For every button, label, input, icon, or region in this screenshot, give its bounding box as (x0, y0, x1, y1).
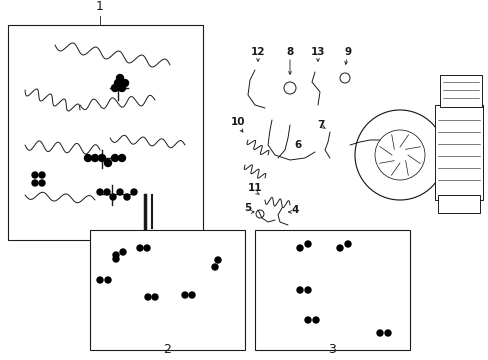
Circle shape (296, 287, 303, 293)
Circle shape (384, 330, 390, 336)
Circle shape (189, 292, 195, 298)
Text: 12: 12 (250, 47, 264, 57)
Circle shape (104, 189, 110, 195)
Text: 13: 13 (310, 47, 325, 57)
Circle shape (116, 75, 123, 81)
Circle shape (121, 80, 128, 86)
Circle shape (305, 287, 310, 293)
Circle shape (212, 264, 218, 270)
Bar (8, 25, 203, 240)
Circle shape (305, 317, 310, 323)
Circle shape (118, 154, 125, 162)
Text: 10: 10 (230, 117, 245, 127)
Circle shape (143, 245, 150, 251)
Circle shape (39, 180, 45, 186)
Circle shape (111, 85, 118, 91)
Circle shape (110, 194, 116, 200)
Circle shape (113, 252, 119, 258)
Bar (90, 230, 244, 350)
Text: 6: 6 (294, 140, 301, 150)
Text: 9: 9 (344, 47, 351, 57)
Circle shape (97, 277, 103, 283)
Circle shape (124, 194, 130, 200)
Circle shape (84, 154, 91, 162)
Text: 4: 4 (291, 205, 298, 215)
Circle shape (113, 256, 119, 262)
Circle shape (105, 277, 111, 283)
Circle shape (215, 257, 221, 263)
Text: 5: 5 (244, 203, 251, 213)
Circle shape (32, 180, 38, 186)
Circle shape (111, 154, 118, 162)
Circle shape (145, 294, 151, 300)
Bar (437, 195, 479, 213)
Bar (434, 105, 482, 200)
Bar (254, 230, 409, 350)
Circle shape (97, 189, 103, 195)
Circle shape (345, 241, 350, 247)
Circle shape (376, 330, 382, 336)
Text: 11: 11 (247, 183, 262, 193)
Circle shape (120, 249, 126, 255)
Circle shape (305, 241, 310, 247)
Circle shape (182, 292, 187, 298)
Circle shape (104, 159, 111, 166)
Text: 8: 8 (286, 47, 293, 57)
Circle shape (98, 154, 105, 162)
Circle shape (137, 245, 142, 251)
Circle shape (296, 245, 303, 251)
Circle shape (312, 317, 318, 323)
Circle shape (336, 245, 342, 251)
Circle shape (131, 189, 137, 195)
Text: 7: 7 (317, 120, 325, 130)
Circle shape (91, 154, 98, 162)
Circle shape (152, 294, 158, 300)
Circle shape (114, 80, 121, 86)
Circle shape (118, 85, 125, 91)
Circle shape (32, 172, 38, 178)
Text: 3: 3 (327, 343, 335, 356)
Circle shape (117, 189, 123, 195)
Text: 2: 2 (163, 343, 171, 356)
Circle shape (39, 172, 45, 178)
Text: 1: 1 (96, 0, 104, 13)
Bar (439, 75, 481, 107)
